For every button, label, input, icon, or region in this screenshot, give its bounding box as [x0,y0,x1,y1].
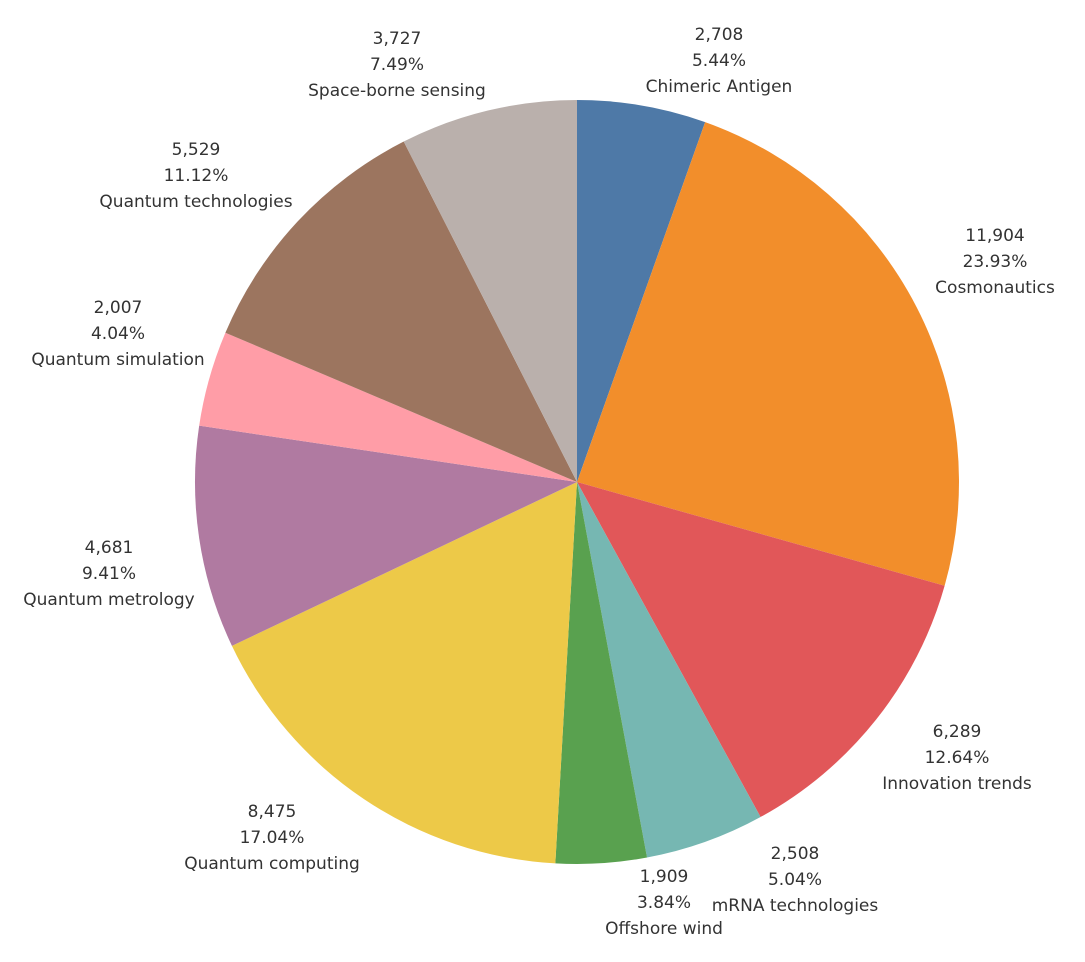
slice-value-label: 1,909 [640,867,689,887]
slice-category-label: Space-borne sensing [308,81,486,101]
slice-value-label: 3,727 [373,29,422,49]
slice-value-label: 8,475 [248,802,297,822]
slice-value-label: 2,508 [771,844,820,864]
slice-value-label: 11,904 [965,226,1024,246]
slice-category-label: Cosmonautics [935,278,1055,298]
slice-category-label: Quantum simulation [31,350,204,370]
slice-category-label: Quantum technologies [99,192,292,212]
slice-category-label: Offshore wind [605,919,723,939]
slice-percent-label: 5.04% [768,870,822,890]
slice-category-label: Chimeric Antigen [646,77,793,97]
slice-percent-label: 7.49% [370,55,424,75]
slice-category-label: Quantum computing [184,854,360,874]
slice-percent-label: 17.04% [240,828,305,848]
slice-percent-label: 4.04% [91,324,145,344]
slice-percent-label: 9.41% [82,564,136,584]
pie-slices [195,100,959,864]
slice-value-label: 5,529 [172,140,221,160]
slice-category-label: mRNA technologies [712,896,879,916]
slice-value-label: 4,681 [85,538,134,558]
slice-category-label: Quantum metrology [23,590,194,610]
slice-percent-label: 11.12% [164,166,229,186]
slice-percent-label: 5.44% [692,51,746,71]
slice-percent-label: 3.84% [637,893,691,913]
slice-percent-label: 12.64% [925,748,990,768]
slice-value-label: 2,007 [94,298,143,318]
slice-category-label: Innovation trends [882,774,1032,794]
slice-value-label: 6,289 [933,722,982,742]
slice-value-label: 2,708 [695,25,744,45]
slice-percent-label: 23.93% [963,252,1028,272]
